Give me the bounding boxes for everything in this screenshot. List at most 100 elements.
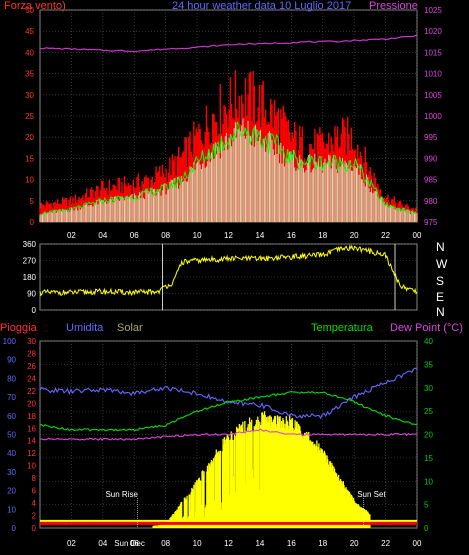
temp-x-tick-0: 02 [67,539,76,548]
direction-tick-1: 90 [27,290,36,299]
wind-x-tick-0: 02 [67,231,76,240]
rain-tick-15: 30 [27,337,36,346]
temp-tick-7: 35 [424,360,433,369]
wind-x-tick-1: 04 [98,231,107,240]
temperature-title: Temperatura [311,322,373,334]
sun-marks-label: Sun Dec [114,539,145,548]
compass-s: S [436,274,445,288]
humidity-tick-4: 40 [7,449,16,458]
compass-n-top: N [436,240,445,254]
pressure-tick-7: 1010 [424,70,442,79]
pressure-tick-9: 1020 [424,27,442,36]
temp-x-tick-10: 22 [381,539,390,548]
rain-tick-0: 0 [32,524,37,533]
temperature-humidity-panel: 0102030405060708090100024681012141618202… [3,337,434,548]
temperature-line [39,390,418,432]
temp-tick-0: 0 [424,524,429,533]
pressure-tick-6: 1005 [424,91,442,100]
humidity-axis-title: Umidita [66,322,104,334]
wind-direction-panel: 0 90 180 270 360 [23,240,418,315]
wind-tick-8: 40 [25,48,34,57]
humidity-tick-0: 0 [12,524,17,533]
wind-x-tick-6: 14 [255,231,264,240]
wind-x-tick-5: 12 [224,231,233,240]
temp-x-tick-3: 08 [161,539,170,548]
solar-title: Solar [117,322,143,334]
wind-x-tick-11: 00 [413,231,422,240]
wind-tick-4: 20 [25,133,34,142]
pressure-tick-3: 990 [424,154,438,163]
wind-tick-1: 5 [30,197,35,206]
chart-title: 24 hour weather data 10 Luglio 2017 [172,0,352,12]
humidity-tick-10: 100 [3,337,17,346]
temp-tick-2: 10 [424,477,433,486]
direction-tick-4: 360 [23,240,37,249]
rain-tick-10: 20 [27,399,36,408]
humidity-tick-5: 50 [7,431,16,440]
humidity-tick-6: 60 [7,412,16,421]
wind-tick-3: 15 [25,154,34,163]
rain-tick-14: 28 [27,349,36,358]
temp-x-tick-9: 20 [350,539,359,548]
wind-tick-10: 50 [25,6,34,15]
wind-x-tick-8: 18 [318,231,327,240]
rain-tick-8: 16 [27,424,36,433]
compass-w: W [436,257,448,271]
wind-tick-6: 30 [25,91,34,100]
pressure-line [39,34,418,53]
pressure-tick-5: 1000 [424,112,442,121]
direction-tick-2: 180 [23,273,37,282]
humidity-line [39,367,418,420]
temp-x-tick-6: 14 [255,539,264,548]
temp-x-tick-7: 16 [287,539,296,548]
rain-tick-6: 12 [27,449,36,458]
rain-tick-5: 10 [27,462,36,471]
humidity-tick-9: 90 [7,356,16,365]
direction-line [39,244,418,297]
wind-x-tick-3: 08 [161,231,170,240]
temp-tick-1: 5 [424,501,429,510]
compass-e: E [436,290,445,304]
sun-rise-label: Sun Rise [105,490,138,499]
humidity-tick-1: 10 [7,505,16,514]
direction-tick-3: 270 [23,257,37,266]
direction-tick-0: 0 [32,306,37,315]
dew-point-line [40,428,417,441]
rain-tick-4: 8 [32,474,37,483]
rain-tick-1: 2 [32,512,37,521]
temp-tick-6: 30 [424,384,433,393]
rain-tick-11: 22 [27,387,36,396]
wind-tick-9: 45 [25,27,34,36]
wind-pressure-panel: 0510152025303540455097598098599099510001… [25,6,442,240]
temp-tick-5: 25 [424,407,433,416]
rain-tick-2: 4 [32,499,37,508]
rain-band [40,521,417,525]
wind-axis-title: Forza vento) [4,0,66,12]
pressure-tick-1: 980 [424,197,438,206]
pressure-tick-0: 975 [424,218,438,227]
temp-x-tick-2: 06 [130,539,139,548]
temp-tick-8: 40 [424,337,433,346]
wind-tick-0: 0 [30,218,35,227]
pressure-tick-8: 1015 [424,48,442,57]
temp-x-tick-4: 10 [193,539,202,548]
rain-tick-3: 6 [32,487,37,496]
pressure-tick-4: 995 [424,133,438,142]
wind-tick-7: 35 [25,70,34,79]
rain-axis-title: Pioggia [0,322,37,334]
temp-x-tick-1: 04 [98,539,107,548]
wind-tick-5: 25 [25,112,34,121]
temp-tick-3: 15 [424,454,433,463]
direction-frame [39,243,418,311]
wind-x-tick-10: 22 [381,231,390,240]
humidity-tick-3: 30 [7,468,16,477]
wind-x-tick-7: 16 [287,231,296,240]
rain-tick-12: 24 [27,374,36,383]
wind-x-tick-9: 20 [350,231,359,240]
humidity-tick-8: 80 [7,374,16,383]
temp-x-tick-11: 00 [413,539,422,548]
temp-x-tick-8: 18 [318,539,327,548]
wind-x-tick-2: 06 [130,231,139,240]
pressure-axis-title: Pressione [369,0,418,12]
